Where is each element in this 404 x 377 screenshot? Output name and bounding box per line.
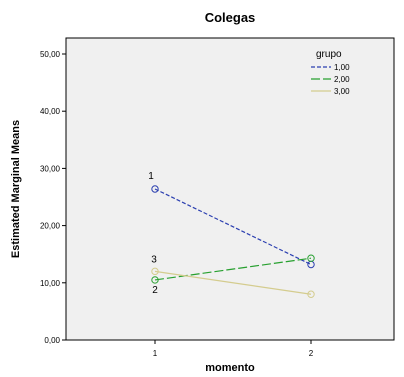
x-tick-label: 2 [309, 349, 314, 358]
series-line-1 [154, 188, 312, 266]
legend-label-3: 3,00 [334, 87, 350, 96]
y-tick-label: 40,00 [40, 107, 61, 116]
legend-label-1: 1,00 [334, 63, 350, 72]
y-tick-label: 0,00 [44, 336, 60, 345]
series-2-marker-label: 2 [152, 285, 158, 296]
plot-area [65, 37, 395, 341]
series-2-point-1 [151, 276, 159, 284]
y-axis: 0,00 10,00 20,00 30,00 40,00 50,00 [40, 50, 66, 345]
x-tick-label: 1 [153, 349, 158, 358]
series-3-point-2 [307, 290, 315, 298]
series-3-marker-label: 3 [151, 254, 157, 265]
series-1-marker-label: 1 [148, 171, 154, 182]
series-line-2 [154, 257, 312, 281]
series-3-point-1 [151, 267, 159, 276]
y-tick-label: 30,00 [40, 164, 61, 173]
series-1-point-1 [151, 185, 159, 193]
y-tick-label: 10,00 [40, 279, 61, 288]
series-group: 1 2 3 [148, 171, 315, 298]
y-tick-label: 50,00 [40, 50, 61, 59]
legend-title: grupo [316, 49, 342, 60]
y-tick-label: 20,00 [40, 222, 61, 231]
x-axis-label: momento [205, 362, 255, 374]
chart-title: Colegas [205, 10, 256, 25]
legend: grupo 1,00 2,00 3,00 [311, 49, 350, 96]
legend-label-2: 2,00 [334, 75, 350, 84]
series-line-3 [154, 270, 312, 295]
y-axis-label: Estimated Marginal Means [10, 120, 22, 258]
series-2-point-2 [307, 254, 315, 262]
